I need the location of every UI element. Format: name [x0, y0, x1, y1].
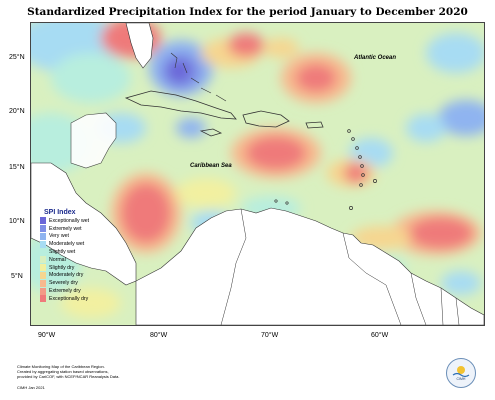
legend-swatch [40, 217, 46, 225]
legend-item: Very wet [40, 232, 102, 241]
legend-item: Slightly dry [40, 264, 102, 272]
legend-label: Extremely wet [49, 225, 82, 232]
cimh-logo: CIMH [446, 358, 476, 388]
credit-line: Created by aggregating station based obs… [17, 369, 109, 375]
legend-item: Moderately dry [40, 271, 102, 280]
legend-label: Moderately dry [49, 272, 84, 279]
legend-item: Exceptionally wet [40, 217, 102, 225]
caribbean-sea-label: Caribbean Sea [190, 163, 232, 169]
legend-item: Exceptionally dry [40, 295, 102, 303]
legend-swatch [40, 287, 46, 295]
lon-label-60w: 60°W [371, 332, 389, 339]
legend-swatch [40, 295, 46, 303]
lat-label-20n: 20°N [9, 108, 25, 115]
spi-map [30, 22, 485, 326]
legend-item: Extremely wet [40, 225, 102, 233]
legend-label: Moderately wet [49, 241, 85, 248]
credit-text: Climate Monitoring Map of the Caribbean … [17, 364, 187, 390]
sun-wave-icon [452, 366, 470, 378]
spi-map-canvas [31, 23, 484, 325]
legend-swatch [40, 256, 46, 264]
credit-date: CIMH Jan 2021 [17, 384, 45, 390]
legend-label: Normal [49, 256, 66, 263]
lat-label-5n: 5°N [11, 273, 23, 280]
legend-item: Slightly wet [40, 248, 102, 256]
legend-item: Normal [40, 256, 102, 264]
credit-line: provided by CariCOF, with NCEP/NCAR Rean… [17, 374, 120, 380]
lon-label-90w: 90°W [38, 332, 56, 339]
legend-label: Exceptionally dry [49, 295, 89, 302]
legend-items: Exceptionally wet Extremely wet Very wet Mo… [40, 217, 102, 303]
map-title: Standardized Precipitation Index for the… [27, 6, 468, 18]
legend-swatch [40, 248, 46, 256]
legend-label: Slightly wet [49, 249, 76, 256]
legend-swatch [40, 279, 46, 287]
lat-label-15n: 15°N [9, 164, 25, 171]
legend-swatch [40, 225, 46, 233]
atlantic-ocean-label: Atlantic Ocean [354, 55, 397, 61]
lat-label-25n: 25°N [9, 54, 25, 61]
legend-item: Moderately wet [40, 240, 102, 248]
legend-item: Extremely dry [40, 287, 102, 295]
legend-swatch [40, 264, 46, 272]
lon-label-80w: 80°W [150, 332, 168, 339]
legend-label: Severely dry [49, 280, 78, 287]
credit-line: Climate Monitoring Map of the Caribbean … [17, 364, 105, 369]
logo-text: CIMH [456, 377, 466, 381]
lon-label-70w: 70°W [261, 332, 279, 339]
legend-swatch [40, 271, 46, 279]
legend-swatch [40, 232, 46, 240]
spi-legend: SPI Index Exceptionally wet Extremely wet… [40, 209, 102, 303]
legend-title: SPI Index [44, 209, 76, 216]
lat-label-10n: 10°N [9, 218, 25, 225]
legend-label: Very wet [49, 233, 69, 240]
legend-label: Exceptionally wet [49, 217, 90, 224]
legend-label: Slightly dry [49, 264, 75, 271]
legend-label: Extremely dry [49, 288, 81, 295]
legend-swatch [40, 240, 46, 248]
legend-item: Severely dry [40, 279, 102, 287]
